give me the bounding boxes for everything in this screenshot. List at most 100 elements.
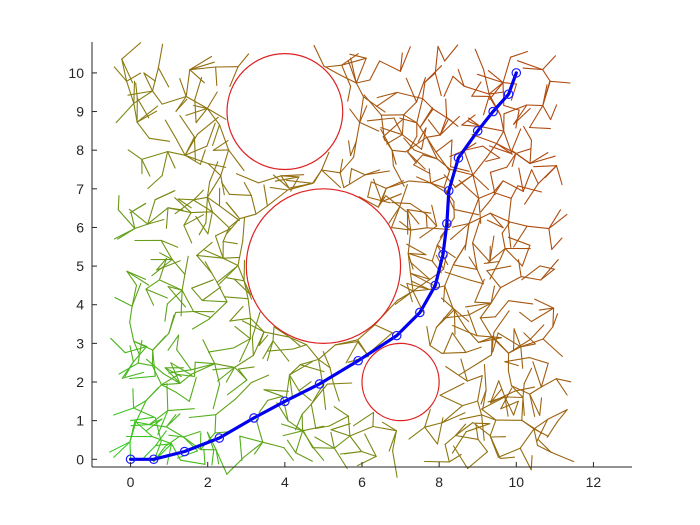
tree-branch <box>444 44 459 62</box>
tree-branch <box>421 127 427 150</box>
tree-branch <box>489 212 511 223</box>
tree-branch <box>406 282 413 303</box>
tree-branch <box>310 403 317 430</box>
x-tick-label: 0 <box>127 474 135 490</box>
tree-branch <box>251 336 254 356</box>
tree-branch <box>176 334 180 351</box>
planned-path <box>125 68 522 465</box>
tree-branch <box>451 222 470 228</box>
tree-branch <box>294 413 303 431</box>
tree-branch <box>479 354 493 363</box>
tree-branch <box>206 122 216 147</box>
tree-branch <box>143 72 156 82</box>
tree-branch <box>481 414 497 421</box>
tree-branch <box>372 411 375 428</box>
tree-branch <box>474 278 485 303</box>
tree-branch <box>546 421 558 438</box>
tree-branch <box>518 167 524 192</box>
tree-branch <box>489 419 497 437</box>
tree-branch <box>196 254 224 259</box>
tree-branch <box>314 436 335 449</box>
tree-branch <box>468 212 491 225</box>
tree-branch <box>510 185 519 199</box>
tree-branch <box>475 422 491 425</box>
tree-branch <box>392 165 405 187</box>
path-marker <box>148 454 159 465</box>
tree-branch <box>263 389 289 392</box>
tree-branch <box>472 174 490 191</box>
tree-branch <box>211 211 230 229</box>
tree-branch <box>341 64 352 87</box>
tree-branch <box>166 383 169 412</box>
tree-branch <box>341 53 359 66</box>
tree-branch <box>317 344 336 360</box>
tree-branch <box>332 381 340 402</box>
tree-branch <box>226 456 245 475</box>
path-marker <box>430 280 441 291</box>
tree-branch <box>263 331 291 338</box>
tree-branch <box>130 211 136 230</box>
tree-branch <box>444 264 454 287</box>
tree-branch <box>489 171 496 196</box>
tree-branch <box>239 213 257 220</box>
tree-branch <box>403 101 418 116</box>
tree-branch <box>147 207 169 225</box>
tree-branch <box>313 169 323 184</box>
tree-branch <box>348 140 352 157</box>
tree-branch <box>529 155 556 165</box>
tree-branch <box>403 114 418 124</box>
tree-branch <box>355 79 371 84</box>
tree-branch <box>480 389 487 405</box>
tree-branch <box>443 332 453 354</box>
tree-branch <box>247 298 252 319</box>
tree-branch <box>350 140 357 157</box>
tree-branch <box>500 276 522 289</box>
tree-branch <box>529 105 544 129</box>
tree-branch <box>522 67 544 71</box>
tree-branch <box>520 343 536 348</box>
tree-branch <box>135 421 153 438</box>
tree-branch <box>160 239 179 248</box>
tree-branch <box>157 67 170 88</box>
tree-branch <box>499 114 505 132</box>
tree-branch <box>497 332 522 348</box>
tree-branch <box>133 340 140 356</box>
tree-branch <box>161 151 169 177</box>
tree-branch <box>141 158 151 177</box>
tree-branch <box>487 70 504 84</box>
tree-branch <box>482 95 490 116</box>
tree-branch <box>550 104 558 121</box>
tree-branch <box>408 426 426 440</box>
tree-branch <box>194 361 216 365</box>
tree-branch <box>479 317 493 338</box>
tree-branch <box>272 340 290 362</box>
tree-branch <box>160 382 181 386</box>
tree-branch <box>321 151 330 171</box>
tree-branch <box>349 108 361 123</box>
tree-branch <box>218 205 240 222</box>
tree-branch <box>233 278 252 296</box>
tree-branch <box>145 288 155 306</box>
path-line <box>129 71 518 461</box>
tree-branch <box>539 265 555 270</box>
tree-branch <box>416 98 424 124</box>
tree-branch <box>198 222 207 236</box>
tree-branch <box>167 285 187 308</box>
tree-branch <box>124 345 148 354</box>
tree-branch <box>399 52 403 72</box>
path-marker <box>503 89 514 99</box>
tree-branch <box>454 423 467 437</box>
x-tick-label: 10 <box>508 474 524 490</box>
tree-branch <box>409 272 435 287</box>
tree-branch <box>184 145 208 156</box>
tree-branch <box>503 130 513 155</box>
tree-branch <box>489 436 499 458</box>
tree-branch <box>129 375 156 380</box>
tree-branch <box>167 334 180 351</box>
tree-branch <box>184 255 189 275</box>
tree-branch <box>490 285 496 304</box>
tree-branch <box>449 222 470 240</box>
tree-branch <box>124 361 134 378</box>
tree-branch <box>476 73 504 84</box>
tree-branch <box>290 176 300 192</box>
